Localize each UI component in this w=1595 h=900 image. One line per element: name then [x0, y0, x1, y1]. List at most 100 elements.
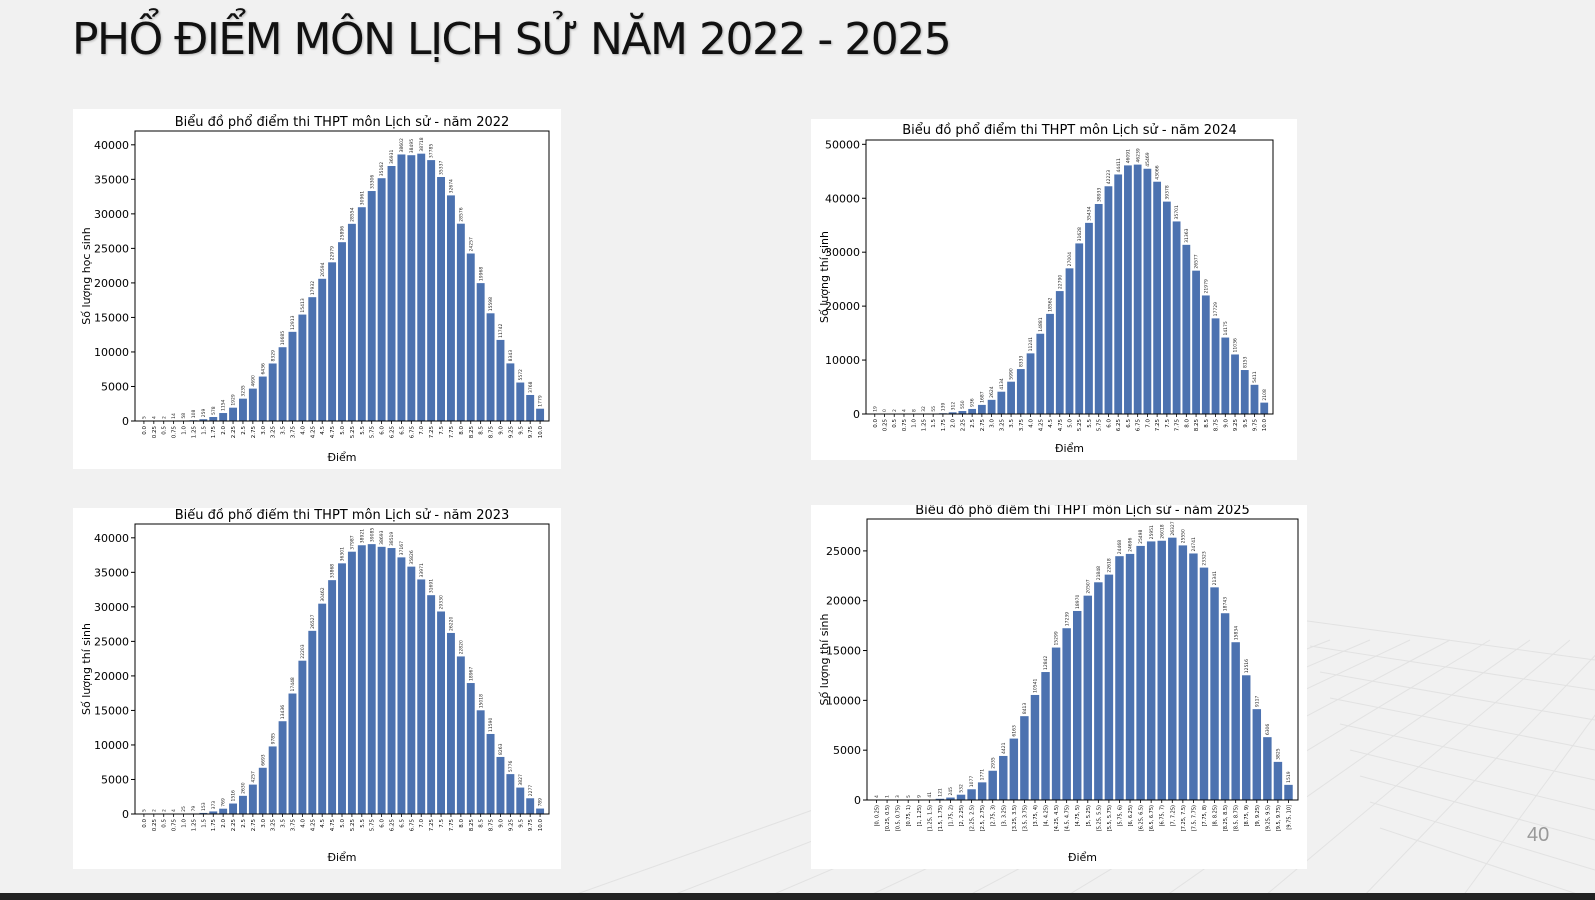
data-label: 2630 [241, 782, 247, 794]
data-label: 24468 [1117, 540, 1123, 554]
bar [1157, 540, 1166, 800]
x-axis-label: Điểm [1055, 442, 1084, 455]
bar [506, 363, 515, 421]
data-label: 31628 [1077, 227, 1083, 241]
bar [377, 546, 386, 814]
bar [367, 191, 376, 421]
x-tick-label: 5.25 [350, 426, 356, 439]
y-tick-label: 40000 [825, 192, 860, 205]
x-tick-label: [8.5, 8.75) [1234, 805, 1240, 831]
x-tick-label: 4.5 [320, 426, 326, 435]
data-label: 578 [211, 406, 217, 415]
grid-line-decoration [1359, 775, 1595, 841]
data-label: 2 [161, 416, 167, 419]
y-tick-label: 30000 [94, 208, 129, 221]
chart-title-2025: Biểu đồ phổ điểm thi THPT môn Lịch sử - … [915, 505, 1250, 518]
x-tick-label: [4.25, 4.5) [1054, 805, 1060, 831]
data-label: 2624 [989, 386, 995, 398]
bar [278, 721, 287, 814]
x-tick-label: [0.5, 0.75) [896, 805, 902, 831]
x-tick-label: 7.5 [439, 819, 445, 828]
x-tick-label: 9.75 [1253, 419, 1259, 432]
data-label: 28554 [350, 207, 356, 221]
x-tick-label: 3.75 [290, 819, 296, 832]
data-label: 39378 [1164, 185, 1170, 199]
x-tick-label: 2.0 [221, 426, 227, 435]
x-tick-label: 4.5 [320, 819, 326, 828]
data-label: 12842 [1043, 656, 1049, 670]
data-label: 46091 [1126, 149, 1132, 163]
data-label: 32674 [449, 179, 455, 193]
data-label: 17729 [1213, 302, 1219, 316]
x-tick-label: 0.5 [162, 819, 168, 828]
x-tick-label: [4, 4.25) [1044, 805, 1050, 826]
data-label: 24696 [1128, 537, 1134, 551]
x-tick-label: 4.0 [300, 819, 306, 828]
data-label: 22820 [458, 640, 464, 654]
histogram-2023: Biểu đồ phổ điểm thi THPT môn Lịch sử - … [80, 508, 550, 864]
x-tick-label: 1.0 [182, 426, 188, 435]
bar [387, 166, 396, 421]
bar [486, 733, 495, 814]
histogram-2022: Biểu đồ phổ điểm thi THPT môn Lịch sử - … [80, 115, 550, 464]
y-tick-label: 20000 [826, 595, 861, 608]
x-tick-label: 2.25 [960, 419, 966, 432]
bar [1263, 737, 1272, 800]
x-tick-label: 6.75 [1136, 419, 1142, 432]
data-label: 532 [959, 784, 965, 793]
x-tick-label: [5.25, 5.5) [1096, 805, 1102, 831]
data-label: 18562 [1048, 297, 1054, 311]
x-tick-label: 4.5 [1048, 419, 1054, 428]
x-tick-label: 5.25 [1077, 419, 1083, 432]
bar [397, 154, 406, 421]
bar [308, 630, 317, 814]
data-label: 37987 [350, 535, 356, 549]
bar [1143, 168, 1152, 414]
x-tick-label: 3.25 [271, 426, 277, 439]
bar [476, 710, 485, 814]
x-tick-label: 6.5 [399, 426, 405, 435]
data-label: 20507 [1085, 579, 1091, 593]
x-tick-label: 6.0 [1106, 419, 1112, 428]
x-tick-label: 10.0 [1262, 419, 1268, 432]
data-label: 15299 [1054, 631, 1060, 645]
bar [427, 595, 436, 814]
x-tick-label: 6.0 [380, 426, 386, 435]
data-label: 769 [221, 798, 227, 807]
data-label: 8153 [1242, 356, 1248, 368]
bar [968, 408, 977, 414]
x-tick-label: 5.5 [360, 426, 366, 435]
data-label: 1779 [538, 395, 544, 407]
bar [417, 579, 426, 814]
x-tick-label: 8.0 [1184, 419, 1190, 428]
data-label: 45469 [1145, 152, 1151, 166]
x-tick-label: [6.25, 6.5) [1139, 805, 1145, 831]
data-label: 1519 [1286, 771, 1292, 783]
data-label: 4421 [1001, 742, 1007, 754]
x-tick-label: 7.75 [1175, 419, 1181, 432]
bar [1007, 381, 1015, 414]
y-tick-label: 25000 [826, 545, 861, 558]
data-label: 24741 [1191, 537, 1197, 551]
x-tick-label: 5.75 [370, 819, 376, 832]
chart-title-2022: Biểu đồ phổ điểm thi THPT môn Lịch sử - … [175, 115, 510, 130]
data-label: 245 [948, 787, 954, 796]
data-label: 5990 [1009, 368, 1015, 380]
bar [486, 313, 495, 421]
x-tick-label: [8, 8.25) [1213, 805, 1219, 826]
x-tick-label: 8.0 [459, 426, 465, 435]
data-label: 2 [161, 809, 167, 812]
bar [258, 767, 267, 814]
y-tick-label: 10000 [94, 739, 129, 752]
y-tick-label: 50000 [825, 138, 860, 151]
x-tick-label: [5.5, 5.75) [1107, 805, 1113, 831]
x-tick-label: 2.75 [251, 819, 257, 832]
x-tick-label: 6.75 [409, 819, 415, 832]
bar [1252, 709, 1262, 800]
x-tick-label: 5.5 [360, 819, 366, 828]
bar [288, 331, 297, 421]
x-tick-label: 7.0 [419, 819, 425, 828]
bar [238, 398, 247, 421]
bar [1124, 165, 1132, 414]
x-tick-label: 5.75 [370, 426, 376, 439]
